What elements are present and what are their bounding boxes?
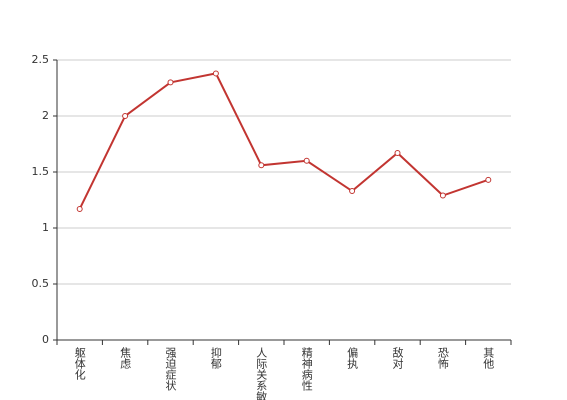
- x-tick-label: 焦虑: [119, 347, 132, 369]
- point: [212, 70, 219, 77]
- y-tick-label: 0.5: [32, 277, 50, 290]
- x-tick-label: 偏执: [346, 346, 359, 370]
- x-tick-label: 人际关系敏感: [255, 347, 268, 400]
- point: [76, 205, 83, 212]
- x-tick-label: 敌对: [391, 346, 404, 369]
- x-tick-label: 精神病性: [300, 347, 313, 392]
- x-tick-label: 抑郁: [209, 346, 222, 369]
- point: [303, 157, 310, 164]
- y-tick-label: 0: [42, 333, 49, 346]
- point: [485, 176, 492, 183]
- point: [394, 149, 401, 156]
- y-tick-label: 2.5: [32, 53, 50, 66]
- x-tick-label: 其他: [482, 347, 495, 369]
- y-tick-label: 1.5: [32, 165, 50, 178]
- x-tick-label: 强迫症状: [164, 347, 177, 391]
- point: [122, 113, 129, 119]
- point: [349, 188, 356, 195]
- point: [439, 192, 446, 199]
- point: [258, 162, 265, 169]
- x-tick-label: 躯体化: [73, 347, 86, 381]
- line: [78, 72, 489, 210]
- x-tick-label: 恐怖: [436, 347, 449, 369]
- y-tick-label: 2: [42, 109, 49, 122]
- y-tick-label: 1: [42, 221, 49, 234]
- point: [167, 79, 174, 86]
